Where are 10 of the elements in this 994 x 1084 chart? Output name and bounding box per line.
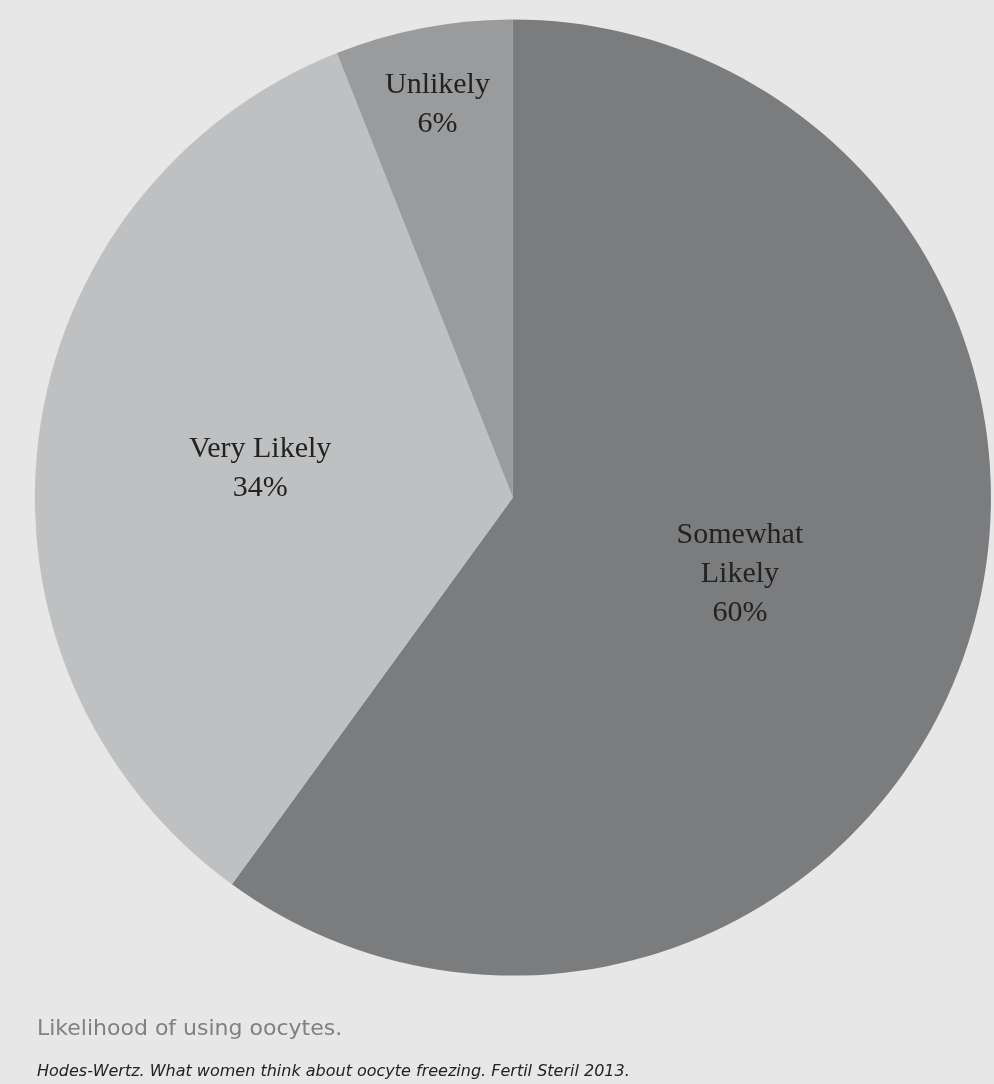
pie-slice: [336, 19, 513, 498]
pie-slice: [35, 53, 513, 885]
slice-label: Unlikely: [384, 66, 490, 100]
text: Likelihood of using oocytes.: [37, 1015, 343, 1040]
data-label: 60%: [712, 593, 768, 627]
data-label: 34%: [232, 468, 288, 502]
slice-label: Somewhat Likely: [676, 515, 804, 588]
slice-label: Very Likely: [188, 429, 332, 463]
text: Hodes-Wertz. What women think about oocyte freezing. Fertil Steril 2013.: [37, 1061, 630, 1080]
data-label: 6%: [417, 105, 458, 139]
